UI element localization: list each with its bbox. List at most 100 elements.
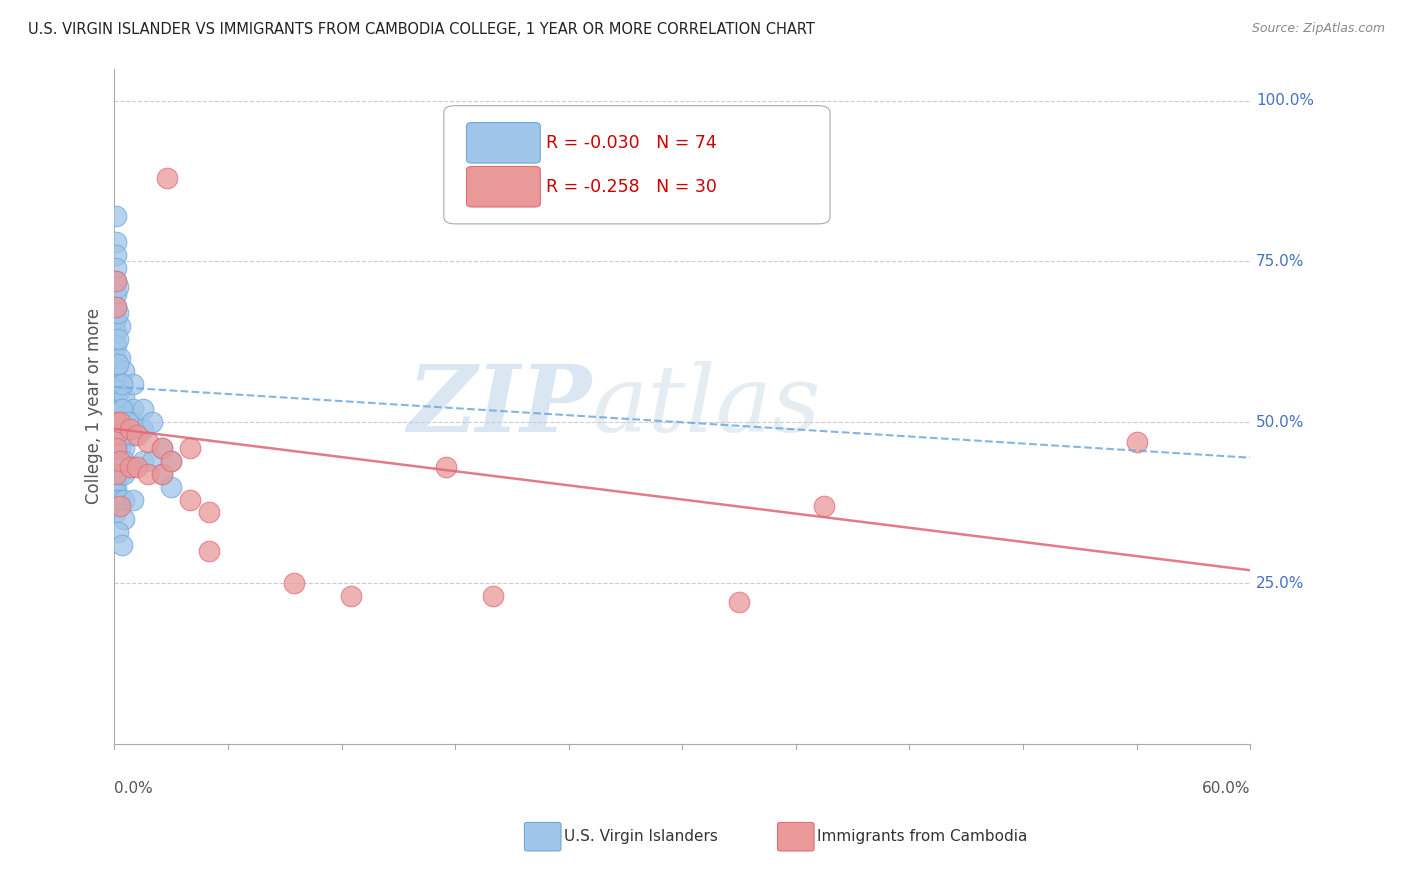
Text: U.S. Virgin Islanders: U.S. Virgin Islanders xyxy=(564,830,717,844)
Point xyxy=(122,415,145,429)
Text: 75.0%: 75.0% xyxy=(1256,254,1305,269)
Point xyxy=(340,589,363,603)
Point xyxy=(105,434,128,449)
Point xyxy=(105,428,128,442)
Point xyxy=(117,415,139,429)
Point xyxy=(112,492,135,507)
Text: R = -0.030   N = 74: R = -0.030 N = 74 xyxy=(546,134,717,152)
Point xyxy=(105,441,128,455)
Point xyxy=(105,460,128,475)
Point xyxy=(105,338,128,352)
Point xyxy=(108,499,131,513)
Point xyxy=(111,376,134,391)
Point xyxy=(179,492,201,507)
Point xyxy=(122,428,145,442)
Point xyxy=(105,260,128,275)
Point xyxy=(108,318,131,333)
Point xyxy=(108,441,131,455)
Point xyxy=(108,492,131,507)
Point xyxy=(105,325,128,339)
Point xyxy=(112,415,135,429)
Point xyxy=(105,467,128,481)
Point xyxy=(105,300,128,314)
Point xyxy=(112,364,135,378)
Text: R = -0.258   N = 30: R = -0.258 N = 30 xyxy=(546,178,717,195)
Point xyxy=(132,454,155,468)
Point xyxy=(107,306,129,320)
Point xyxy=(150,441,173,455)
Point xyxy=(105,422,128,436)
Point xyxy=(105,428,128,442)
Point xyxy=(150,441,173,455)
Point xyxy=(105,448,128,462)
Point xyxy=(122,376,145,391)
Point xyxy=(141,454,163,468)
Text: 60.0%: 60.0% xyxy=(1202,781,1250,796)
Text: ZIP: ZIP xyxy=(408,361,592,451)
Point xyxy=(108,454,131,468)
FancyBboxPatch shape xyxy=(444,105,830,224)
Point xyxy=(127,460,149,475)
Point xyxy=(112,512,135,526)
Point xyxy=(728,595,751,609)
FancyBboxPatch shape xyxy=(467,167,540,207)
Point xyxy=(107,524,129,539)
Point xyxy=(111,537,134,551)
Point xyxy=(160,454,183,468)
Point xyxy=(112,390,135,404)
Point xyxy=(118,422,141,436)
Point xyxy=(108,415,131,429)
Point xyxy=(141,415,163,429)
Point xyxy=(105,312,128,326)
Point xyxy=(108,467,131,481)
Point xyxy=(108,428,131,442)
Point xyxy=(138,434,160,449)
Point xyxy=(105,492,128,507)
Point xyxy=(127,428,149,442)
Point xyxy=(138,467,160,481)
Point xyxy=(482,589,505,603)
Text: 25.0%: 25.0% xyxy=(1256,575,1305,591)
Point xyxy=(111,402,134,417)
FancyBboxPatch shape xyxy=(467,122,540,163)
Point xyxy=(105,274,128,288)
Text: 100.0%: 100.0% xyxy=(1256,93,1313,108)
Point xyxy=(105,415,128,429)
Point xyxy=(105,505,128,519)
Point xyxy=(107,332,129,346)
Text: Source: ZipAtlas.com: Source: ZipAtlas.com xyxy=(1251,22,1385,36)
Point xyxy=(112,454,135,468)
Text: atlas: atlas xyxy=(592,361,821,451)
Point xyxy=(156,170,179,185)
Point xyxy=(107,280,129,294)
Point xyxy=(118,460,141,475)
Point xyxy=(132,402,155,417)
Point xyxy=(1125,434,1147,449)
Point xyxy=(122,460,145,475)
Point xyxy=(813,499,835,513)
Point xyxy=(112,467,135,481)
Point xyxy=(108,402,131,417)
Point xyxy=(283,576,305,591)
Point xyxy=(434,460,457,475)
Point xyxy=(105,473,128,487)
Point xyxy=(105,454,128,468)
Point xyxy=(105,441,128,455)
Text: Immigrants from Cambodia: Immigrants from Cambodia xyxy=(817,830,1028,844)
Point xyxy=(105,467,128,481)
Point xyxy=(105,300,128,314)
Point xyxy=(111,428,134,442)
Point xyxy=(179,441,201,455)
Point xyxy=(112,428,135,442)
Point xyxy=(105,402,128,417)
Text: 50.0%: 50.0% xyxy=(1256,415,1305,430)
Point xyxy=(160,454,183,468)
Point xyxy=(150,467,173,481)
Point xyxy=(105,390,128,404)
Point xyxy=(108,454,131,468)
Point xyxy=(108,383,131,397)
Point xyxy=(108,351,131,365)
Point xyxy=(105,274,128,288)
Point xyxy=(105,376,128,391)
Point xyxy=(122,402,145,417)
